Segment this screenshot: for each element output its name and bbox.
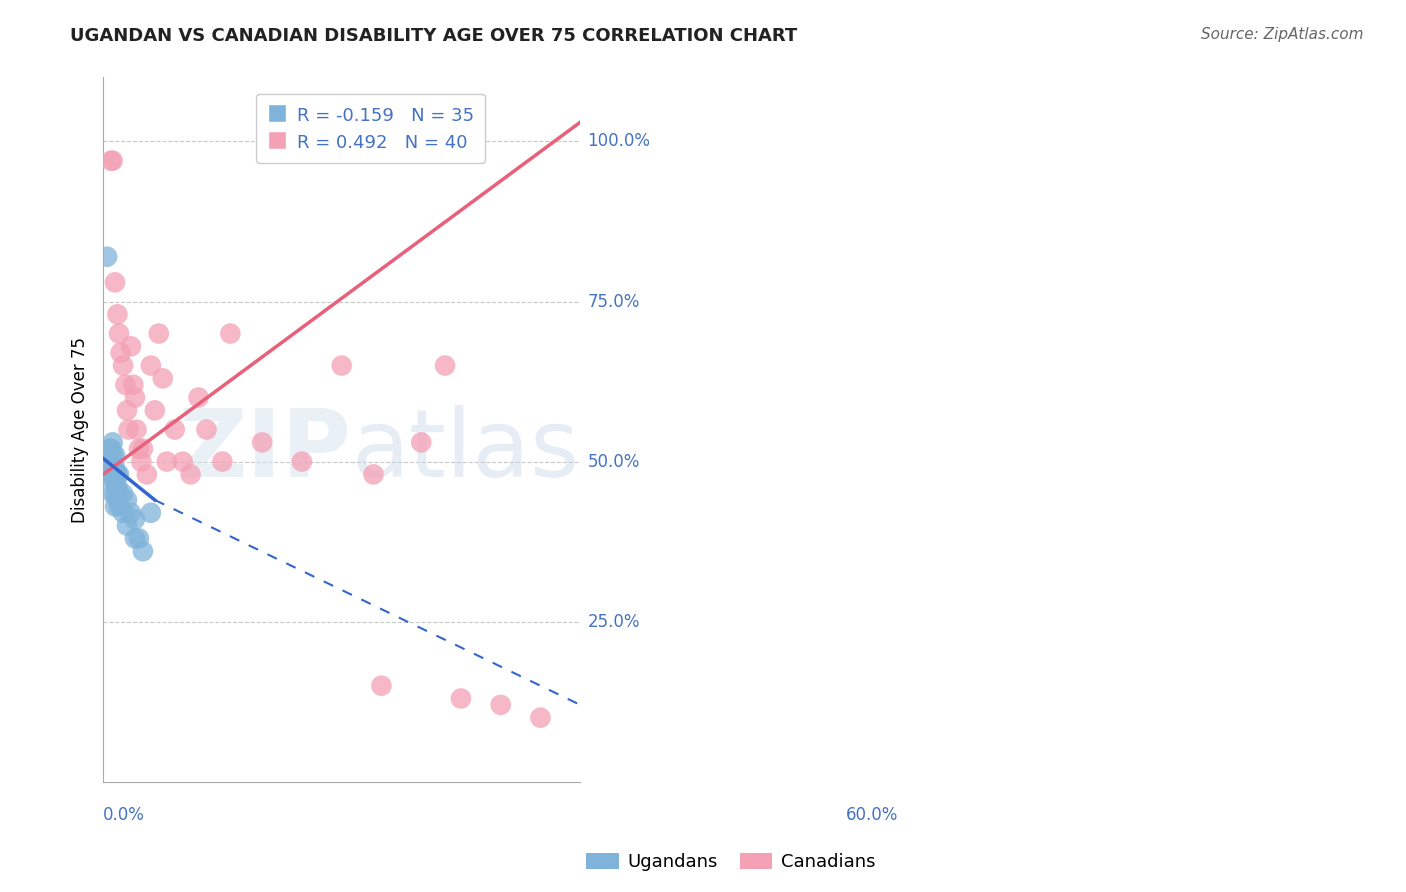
Point — [100, 153, 122, 168]
Point — [120, 506, 142, 520]
Point — [100, 461, 122, 475]
Point — [101, 474, 124, 488]
Point — [195, 423, 218, 437]
Point — [107, 480, 129, 494]
Point — [152, 371, 174, 385]
Point — [96, 454, 118, 468]
Point — [98, 442, 121, 456]
Text: Source: ZipAtlas.com: Source: ZipAtlas.com — [1201, 27, 1364, 42]
Point — [450, 691, 472, 706]
Point — [111, 486, 134, 500]
Point — [132, 544, 155, 558]
Y-axis label: Disability Age Over 75: Disability Age Over 75 — [72, 336, 89, 523]
Point — [187, 391, 209, 405]
Point — [128, 442, 150, 456]
Point — [104, 500, 127, 514]
Point — [120, 339, 142, 353]
Point — [128, 532, 150, 546]
Point — [101, 486, 124, 500]
Point — [100, 467, 122, 482]
Point — [125, 423, 148, 437]
Point — [111, 506, 134, 520]
Point — [101, 435, 124, 450]
Text: 50.0%: 50.0% — [588, 452, 640, 471]
Point — [104, 448, 127, 462]
Legend: R = -0.159   N = 35, R = 0.492   N = 40: R = -0.159 N = 35, R = 0.492 N = 40 — [256, 94, 485, 163]
Point — [132, 442, 155, 456]
Point — [330, 359, 353, 373]
Point — [98, 454, 121, 468]
Point — [163, 423, 186, 437]
Point — [108, 467, 131, 482]
Point — [124, 532, 146, 546]
Point — [370, 679, 392, 693]
Point — [104, 275, 127, 289]
Point — [139, 506, 162, 520]
Point — [115, 403, 138, 417]
Point — [111, 359, 134, 373]
Point — [114, 377, 136, 392]
Point — [104, 486, 127, 500]
Point — [124, 391, 146, 405]
Point — [101, 448, 124, 462]
Point — [117, 423, 139, 437]
Text: 25.0%: 25.0% — [588, 613, 640, 631]
Point — [107, 467, 129, 482]
Point — [129, 454, 152, 468]
Text: ZIP: ZIP — [179, 405, 352, 497]
Text: UGANDAN VS CANADIAN DISABILITY AGE OVER 75 CORRELATION CHART: UGANDAN VS CANADIAN DISABILITY AGE OVER … — [70, 27, 797, 45]
Point — [100, 454, 122, 468]
Point — [115, 518, 138, 533]
Point — [363, 467, 385, 482]
Legend: Ugandans, Canadians: Ugandans, Canadians — [579, 846, 883, 879]
Point — [489, 698, 512, 712]
Point — [107, 493, 129, 508]
Point — [110, 345, 132, 359]
Point — [108, 326, 131, 341]
Text: 75.0%: 75.0% — [588, 293, 640, 310]
Point — [180, 467, 202, 482]
Point — [219, 326, 242, 341]
Text: atlas: atlas — [352, 405, 579, 497]
Point — [139, 359, 162, 373]
Text: 0.0%: 0.0% — [103, 806, 145, 824]
Point — [96, 250, 118, 264]
Point — [172, 454, 194, 468]
Point — [148, 326, 170, 341]
Point — [100, 442, 122, 456]
Point — [108, 486, 131, 500]
Point — [529, 711, 551, 725]
Point — [115, 493, 138, 508]
Point — [156, 454, 179, 468]
Text: 100.0%: 100.0% — [588, 133, 651, 151]
Point — [104, 474, 127, 488]
Point — [104, 461, 127, 475]
Point — [434, 359, 457, 373]
Text: 60.0%: 60.0% — [846, 806, 898, 824]
Point — [108, 500, 131, 514]
Point — [411, 435, 433, 450]
Point — [291, 454, 314, 468]
Point — [135, 467, 157, 482]
Point — [101, 153, 124, 168]
Point — [122, 377, 145, 392]
Point — [211, 454, 233, 468]
Point — [143, 403, 166, 417]
Point — [124, 512, 146, 526]
Point — [96, 448, 118, 462]
Point — [107, 307, 129, 321]
Point — [250, 435, 273, 450]
Point — [101, 461, 124, 475]
